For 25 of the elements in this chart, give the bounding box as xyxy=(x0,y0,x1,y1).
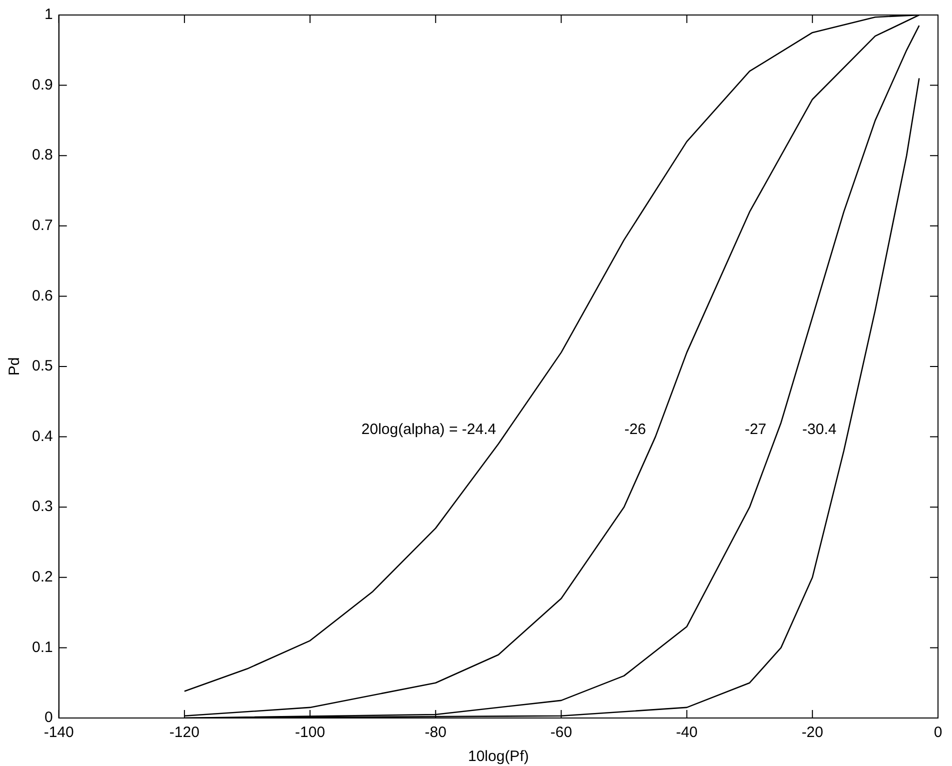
x-tick-label: -40 xyxy=(676,724,698,742)
y-tick-label: 1 xyxy=(44,6,53,24)
annotation: 20log(alpha) = -24.4 xyxy=(361,420,496,438)
x-tick-label: -140 xyxy=(44,724,74,742)
y-tick-label: 0.1 xyxy=(32,638,53,656)
x-tick-label: -60 xyxy=(550,724,572,742)
x-tick-label: -20 xyxy=(802,724,824,742)
y-axis-title: Pd xyxy=(6,357,24,376)
x-tick-label: -80 xyxy=(424,724,446,742)
y-tick-label: 0.7 xyxy=(32,217,53,234)
y-tick-label: 0.8 xyxy=(32,146,53,164)
x-axis-title: 10log(Pf) xyxy=(468,748,529,766)
annotation: -30.4 xyxy=(802,420,837,438)
x-tick-label: -120 xyxy=(169,724,200,742)
x-tick-label: 0 xyxy=(934,724,942,742)
x-tick-label: -100 xyxy=(295,724,326,742)
y-tick-label: 0.4 xyxy=(32,428,53,445)
y-tick-label: 0.2 xyxy=(32,568,53,586)
annotation: -26 xyxy=(624,420,646,438)
y-tick-label: 0.6 xyxy=(32,287,53,304)
y-tick-label: 0.5 xyxy=(32,358,53,375)
y-tick-label: 0.3 xyxy=(32,498,53,516)
y-tick-label: 0.9 xyxy=(32,76,53,94)
annotation: -27 xyxy=(744,420,766,438)
y-tick-label: 0 xyxy=(44,709,53,726)
